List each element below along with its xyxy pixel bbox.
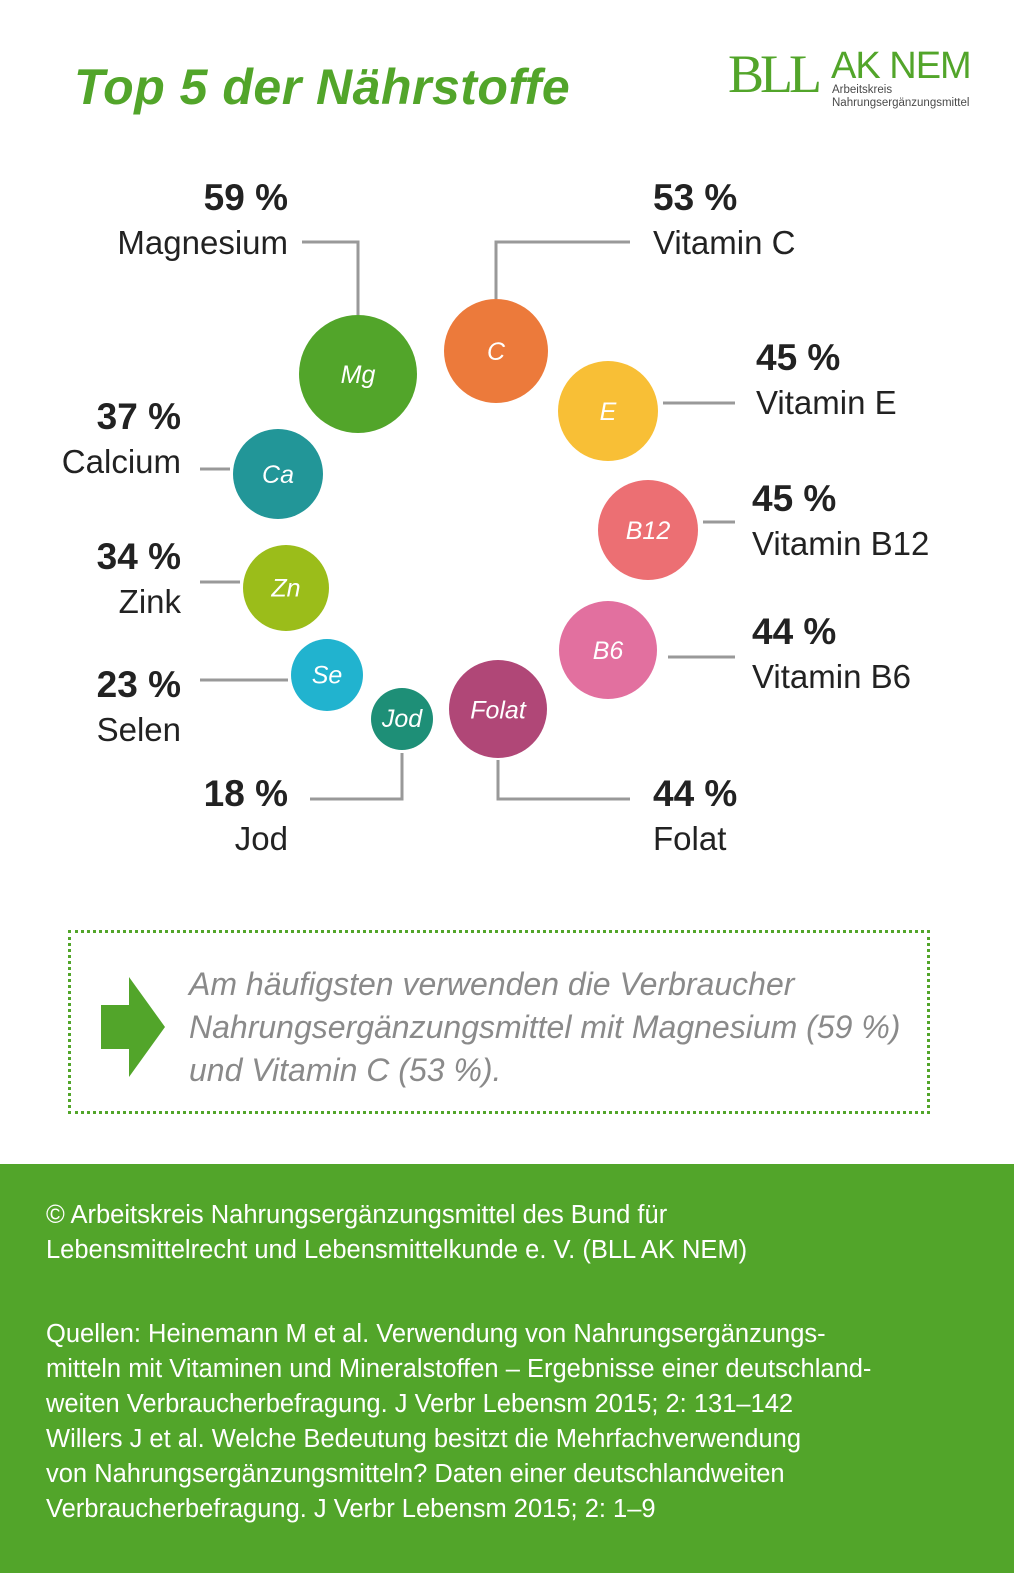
bubble-symbol-jod: Jod	[381, 705, 423, 733]
bubble-symbol-selen: Se	[312, 662, 343, 690]
bubble-symbol-vitamin-e: E	[600, 398, 617, 426]
connector-magnesium	[302, 240, 360, 315]
logo-mark: BLL	[728, 44, 822, 104]
connector-folat	[496, 760, 630, 801]
bubble-calcium	[233, 429, 323, 519]
footer: © Arbeitskreis Nahrungsergänzungsmittel …	[0, 1164, 1014, 1573]
bubble-symbol-folat: Folat	[470, 696, 527, 724]
connector-jod	[310, 753, 404, 801]
nutrient-bubble-chart: Mg 59 % Magnesium C 53 % Vitamin C E 45 % Vitami…	[62, 177, 930, 857]
summary-text: Am häufigsten verwenden die Verbraucher …	[189, 966, 901, 1088]
bubble-symbol-vitamin-b6: B6	[593, 637, 624, 665]
percent-label-calcium: 37 %	[97, 396, 181, 437]
bubble-folat	[449, 660, 547, 758]
percent-label-vitamin-b12: 45 %	[752, 478, 836, 519]
percent-label-folat: 44 %	[653, 773, 737, 814]
percent-label-zink: 34 %	[97, 536, 181, 577]
bubble-symbol-zink: Zn	[270, 575, 300, 603]
bubble-jod	[371, 688, 433, 750]
bubble-vitamin-b6	[559, 601, 657, 699]
percent-label-magnesium: 59 %	[204, 177, 288, 218]
bubble-zink	[243, 545, 329, 631]
copyright-text: © Arbeitskreis Nahrungsergänzungsmittel …	[46, 1201, 748, 1264]
percent-label-vitamin-b6: 44 %	[752, 611, 836, 652]
nutrient-label-jod: Jod	[235, 820, 288, 857]
bubble-selen	[291, 639, 363, 711]
bubble-vitamin-c	[444, 299, 548, 403]
summary-note: Am häufigsten verwenden die Verbraucher …	[68, 930, 930, 1114]
bubble-symbol-vitamin-b12: B12	[626, 517, 671, 545]
nutrient-label-vitamin-b6: Vitamin B6	[752, 658, 911, 695]
percent-label-selen: 23 %	[97, 664, 181, 705]
nutrient-label-vitamin-b12: Vitamin B12	[752, 525, 929, 562]
nutrient-label-zink: Zink	[119, 583, 182, 620]
bubble-symbol-vitamin-c: C	[487, 338, 506, 366]
bubble-symbol-calcium: Ca	[262, 461, 294, 489]
bubble-vitamin-e	[558, 361, 658, 461]
nutrient-label-magnesium: Magnesium	[117, 224, 288, 261]
percent-label-vitamin-c: 53 %	[653, 177, 737, 218]
bubble-symbol-magnesium: Mg	[341, 361, 376, 389]
connector-vitamin-c	[494, 240, 630, 299]
nutrient-label-vitamin-c: Vitamin C	[653, 224, 795, 261]
logo-subtitle-line1: Arbeitskreis	[832, 84, 893, 96]
nutrient-label-folat: Folat	[653, 820, 726, 857]
logo-name: AK NEM	[831, 45, 972, 87]
sources-text: Quellen: Heinemann M et al. Verwendung v…	[46, 1320, 872, 1523]
bubble-magnesium	[299, 315, 417, 433]
page-title: Top 5 der Nährstoffe	[74, 59, 571, 115]
bll-ak-nem-logo: BLL AK NEM Arbeitskreis Nahrungsergänzun…	[728, 44, 978, 114]
logo-subtitle-line2: Nahrungsergänzungsmittel	[832, 97, 970, 109]
percent-label-vitamin-e: 45 %	[756, 337, 840, 378]
percent-label-jod: 18 %	[204, 773, 288, 814]
nutrient-label-calcium: Calcium	[62, 443, 181, 480]
bubble-vitamin-b12	[598, 480, 698, 580]
arrow-right-icon	[101, 977, 165, 1077]
nutrient-label-selen: Selen	[97, 711, 181, 748]
nutrient-label-vitamin-e: Vitamin E	[756, 384, 897, 421]
